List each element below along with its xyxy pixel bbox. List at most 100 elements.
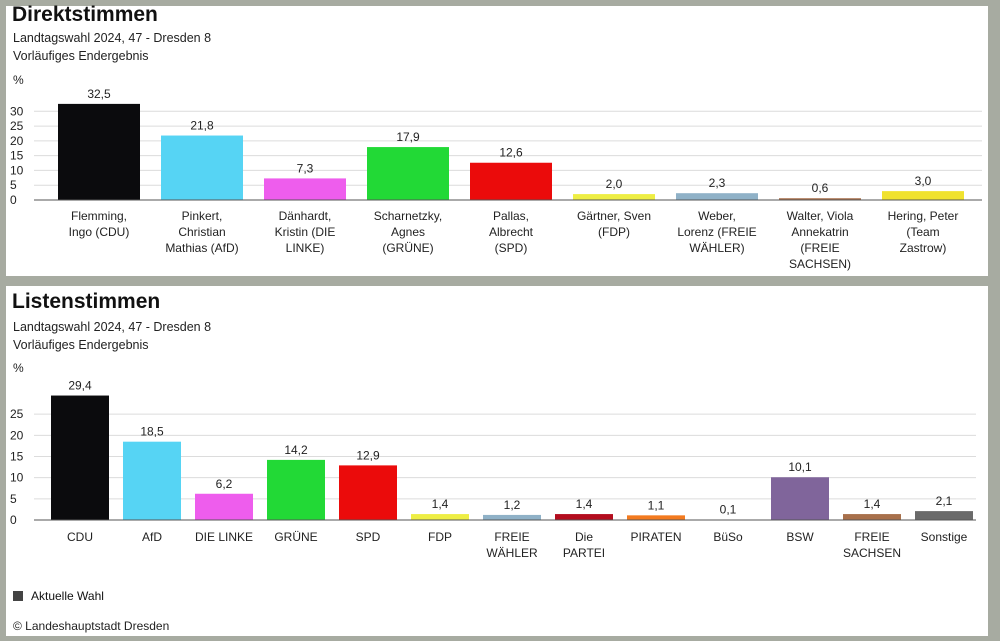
category-label: PIRATEN: [630, 530, 681, 544]
category-label: Agnes: [391, 225, 425, 239]
chart-subtitle: Landtagswahl 2024, 47 - Dresden 8: [13, 31, 212, 45]
y-tick-label: 25: [10, 407, 24, 421]
bar: [483, 514, 541, 520]
data-label: 3,0: [915, 174, 932, 188]
category-label: FDP: [428, 530, 452, 544]
category-label: WÄHLER): [689, 241, 744, 255]
bar: [573, 194, 655, 200]
category-label: (GRÜNE): [382, 241, 433, 255]
data-label: 32,5: [87, 87, 111, 101]
category-label: LINKE): [286, 241, 325, 255]
data-label: 29,4: [68, 379, 92, 393]
y-tick-label: 0: [10, 513, 17, 527]
data-label: 1,4: [576, 497, 593, 511]
category-label: Pinkert,: [182, 209, 223, 223]
category-label: Sonstige: [921, 530, 968, 544]
bar: [339, 465, 397, 520]
category-label: SPD: [356, 530, 381, 544]
category-label: FREIE: [494, 530, 529, 544]
direktstimmen-panel: Direktstimmen Landtagswahl 2024, 47 - Dr…: [6, 3, 988, 276]
y-tick-label: 20: [10, 134, 24, 148]
category-label: AfD: [142, 530, 162, 544]
data-label: 12,6: [499, 146, 523, 160]
data-label: 2,0: [606, 177, 623, 191]
chart-subtitle: Landtagswahl 2024, 47 - Dresden 8: [13, 320, 212, 334]
y-tick-label: 5: [10, 492, 17, 506]
category-label: BüSo: [713, 530, 743, 544]
category-label: Mathias (AfD): [165, 241, 238, 255]
bar: [264, 178, 346, 200]
y-tick-label: 10: [10, 163, 24, 177]
legend: Aktuelle Wahl: [13, 589, 104, 603]
category-label: Scharnetzky,: [374, 209, 442, 223]
data-label: 6,2: [216, 477, 233, 491]
data-label: 2,3: [709, 176, 726, 190]
y-tick-label: 0: [10, 193, 17, 207]
category-label: FREIE: [854, 530, 889, 544]
category-label: Pallas,: [493, 209, 529, 223]
category-label: (SPD): [495, 241, 528, 255]
y-tick-label: 15: [10, 450, 24, 464]
data-label: 1,1: [648, 498, 665, 512]
bar: [555, 514, 613, 520]
category-label: (FREIE: [800, 241, 839, 255]
bar: [882, 191, 964, 200]
data-label: 14,2: [284, 443, 308, 457]
legend-label: Aktuelle Wahl: [31, 589, 104, 603]
chart-title: Listenstimmen: [12, 290, 161, 313]
data-label: 10,1: [788, 460, 812, 474]
category-label: BSW: [786, 530, 814, 544]
copyright: © Landeshauptstadt Dresden: [13, 619, 170, 633]
data-label: 2,1: [936, 494, 953, 508]
bar: [771, 477, 829, 520]
bar: [367, 147, 449, 200]
bar: [843, 514, 901, 520]
category-label: Hering, Peter: [888, 209, 959, 223]
y-axis-label: %: [13, 73, 24, 87]
y-axis-label: %: [13, 361, 24, 375]
bar: [161, 135, 243, 200]
category-label: Flemming,: [71, 209, 127, 223]
category-label: Annekatrin: [791, 225, 848, 239]
data-label: 0,6: [812, 181, 829, 195]
category-label: Die: [575, 530, 593, 544]
category-label: SACHSEN: [843, 546, 901, 560]
chart-title: Direktstimmen: [12, 3, 158, 26]
category-label: Gärtner, Sven: [577, 209, 651, 223]
category-label: (Team: [906, 225, 939, 239]
bar: [51, 395, 109, 520]
y-tick-label: 10: [10, 471, 24, 485]
category-label: PARTEI: [563, 546, 605, 560]
y-tick-label: 15: [10, 149, 24, 163]
category-label: CDU: [67, 530, 93, 544]
category-label: SACHSEN): [789, 257, 851, 271]
data-label: 21,8: [190, 119, 214, 133]
category-label: Albrecht: [489, 225, 534, 239]
category-label: DIE LINKE: [195, 530, 253, 544]
category-label: Lorenz (FREIE: [677, 225, 756, 239]
y-tick-label: 25: [10, 119, 24, 133]
data-label: 1,4: [432, 497, 449, 511]
y-tick-label: 30: [10, 104, 24, 118]
data-label: 18,5: [140, 425, 164, 439]
data-label: 17,9: [396, 130, 420, 144]
category-label: Walter, Viola: [787, 209, 854, 223]
category-label: GRÜNE: [274, 530, 317, 544]
category-label: Dänhardt,: [279, 209, 332, 223]
bar: [627, 515, 685, 520]
category-label: WÄHLER: [486, 546, 538, 560]
category-label: Kristin (DIE: [275, 225, 336, 239]
bar: [411, 514, 469, 520]
category-label: Weber,: [698, 209, 736, 223]
category-label: Christian: [178, 225, 225, 239]
data-label: 0,1: [720, 503, 737, 517]
bar: [915, 511, 973, 520]
chart-subtitle-status: Vorläufiges Endergebnis: [13, 49, 149, 63]
data-label: 7,3: [297, 161, 314, 175]
category-label: Ingo (CDU): [69, 225, 130, 239]
listenstimmen-panel: Listenstimmen Landtagswahl 2024, 47 - Dr…: [6, 286, 988, 636]
data-label: 1,4: [864, 497, 881, 511]
bar: [123, 441, 181, 520]
bar: [779, 198, 861, 200]
